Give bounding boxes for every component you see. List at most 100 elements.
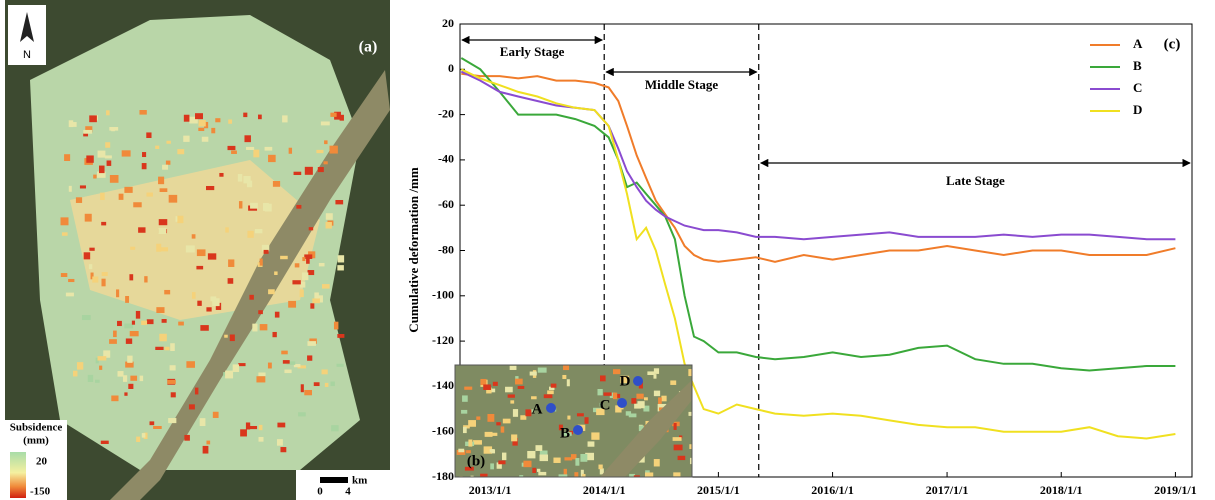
patch <box>159 188 168 192</box>
patch <box>563 432 572 436</box>
patch <box>118 193 124 200</box>
y-tick-label: 0 <box>448 61 454 75</box>
patch <box>603 392 612 396</box>
patch <box>585 452 595 461</box>
patch <box>496 462 502 469</box>
patch <box>75 197 83 203</box>
patch <box>597 389 603 396</box>
patch <box>155 346 164 350</box>
patch <box>302 257 306 262</box>
patch <box>299 289 304 298</box>
patch <box>547 390 554 395</box>
patch <box>111 127 115 132</box>
patch <box>156 243 162 252</box>
x-tick-label: 2014/1/1 <box>583 483 626 497</box>
patch <box>249 425 258 430</box>
patch <box>567 415 571 420</box>
patch <box>249 294 254 300</box>
patch <box>609 392 616 399</box>
patch <box>136 436 141 442</box>
patch <box>141 320 148 326</box>
patch <box>333 321 339 330</box>
patch <box>539 454 549 462</box>
inset-map: (b) A B C D <box>454 364 693 478</box>
patch <box>563 365 570 371</box>
patch <box>574 472 579 477</box>
patch <box>95 357 99 364</box>
stage-label: Late Stage <box>946 173 1005 188</box>
patch <box>258 424 263 431</box>
patch <box>498 460 506 465</box>
north-label: N <box>23 49 31 61</box>
patch <box>125 361 134 368</box>
patch <box>288 300 297 308</box>
patch <box>490 463 494 470</box>
patch <box>153 425 162 430</box>
patch <box>243 176 251 184</box>
point-label: A <box>532 401 543 417</box>
y-tick-label: 20 <box>442 16 454 30</box>
patch <box>584 417 589 424</box>
patch <box>536 468 541 472</box>
patch <box>162 164 169 170</box>
patch <box>310 303 315 309</box>
patch <box>88 264 93 270</box>
patch <box>532 467 537 473</box>
patch <box>502 452 507 461</box>
inset-point <box>573 425 583 435</box>
patch <box>688 411 692 416</box>
y-tick-label: -120 <box>432 333 454 347</box>
patch <box>314 292 319 299</box>
legend-min: -150 <box>30 486 51 498</box>
patch <box>317 167 324 173</box>
patch <box>517 385 525 389</box>
y-tick-label: -180 <box>432 469 454 483</box>
x-tick-label: 2016/1/1 <box>811 483 854 497</box>
patch <box>188 404 195 410</box>
patch <box>643 405 650 412</box>
patch <box>111 395 119 402</box>
legend-label: C <box>1133 80 1142 95</box>
patch <box>531 396 537 400</box>
patch <box>462 395 468 402</box>
patch <box>61 232 68 236</box>
patch <box>93 174 97 179</box>
patch <box>227 145 236 151</box>
panel-label: (a) <box>359 39 378 56</box>
patch <box>138 227 146 233</box>
north-arrow <box>20 12 34 42</box>
patch <box>558 474 568 477</box>
patch <box>184 434 190 441</box>
patch <box>464 466 474 471</box>
y-tick-label: -80 <box>438 242 454 256</box>
patch <box>470 475 474 477</box>
patch <box>206 307 212 312</box>
patch <box>92 276 99 283</box>
patch <box>529 371 537 376</box>
patch <box>232 364 240 373</box>
patch <box>264 146 273 151</box>
patch <box>476 416 481 420</box>
patch <box>323 161 328 165</box>
patch <box>489 388 496 393</box>
patch <box>60 273 68 277</box>
patch <box>500 426 505 433</box>
patch <box>689 444 692 449</box>
patch <box>83 133 89 137</box>
patch <box>198 119 206 127</box>
patch <box>658 397 662 405</box>
patch <box>505 386 513 393</box>
patch <box>487 413 495 422</box>
patch <box>228 259 235 267</box>
patch <box>591 432 600 440</box>
patch <box>117 371 124 377</box>
patch <box>116 289 120 298</box>
patch <box>330 112 337 117</box>
patch <box>106 110 110 116</box>
patch <box>158 227 167 234</box>
patch <box>484 431 493 437</box>
patch <box>272 180 281 187</box>
patch <box>480 473 488 477</box>
patch <box>133 202 142 208</box>
